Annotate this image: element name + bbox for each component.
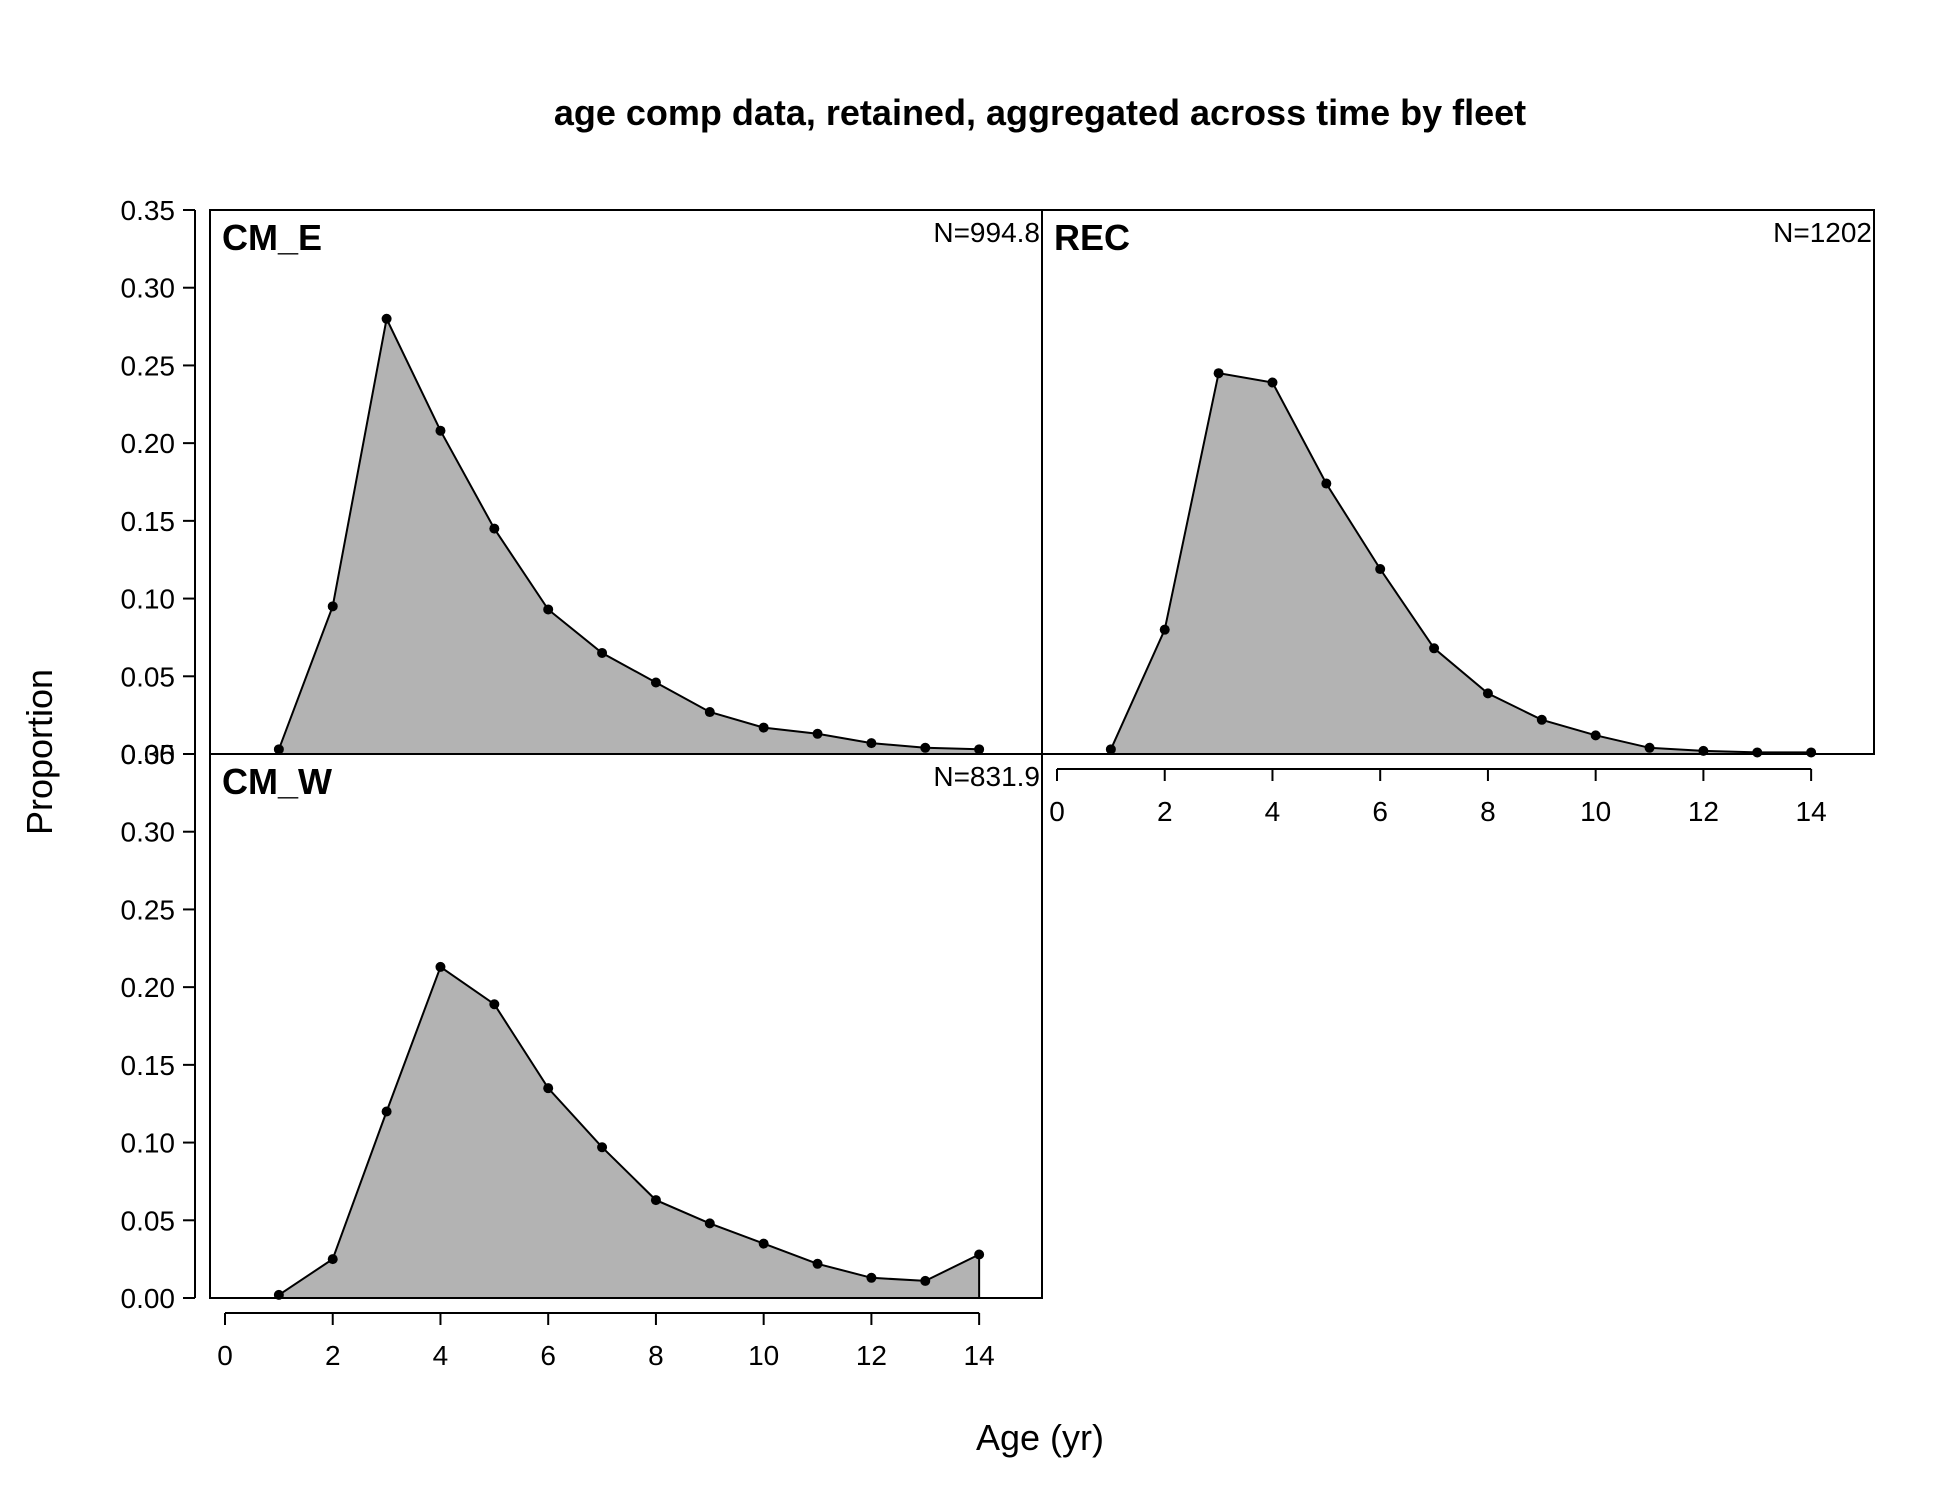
y-tick-label: 0.15 (121, 1050, 176, 1081)
data-point (1536, 714, 1547, 725)
panel-label: REC (1054, 217, 1130, 258)
panel-cm-e: CM_E N=994.8 0.00 0.05 0.10 0.15 0.20 0.25 0.30 0… (121, 195, 1043, 770)
y-tick-label: 0.30 (121, 273, 176, 304)
data-point (597, 1142, 608, 1153)
data-point (866, 1272, 877, 1283)
n-label: N=1202 (1773, 217, 1872, 248)
data-point (1375, 564, 1386, 575)
x-tick-label: 10 (1580, 796, 1611, 827)
x-tick-label: 2 (325, 1340, 341, 1371)
data-point (974, 744, 985, 755)
y-tick-label: 0.05 (121, 661, 176, 692)
panel-label: CM_W (222, 761, 332, 802)
series-line (278, 965, 980, 1296)
panels-layer: CM_E N=994.8 0.00 0.05 0.10 0.15 0.20 0.25 0.30 0… (121, 195, 1875, 1371)
data-point (1590, 730, 1601, 741)
y-tick-label: 0.35 (121, 195, 176, 226)
data-point (812, 1258, 823, 1269)
data-point (489, 999, 500, 1010)
chart-title: age comp data, retained, aggregated acro… (554, 92, 1526, 133)
y-tick-label: 0.25 (121, 894, 176, 925)
n-label: N=831.9 (933, 761, 1040, 792)
n-label: N=994.8 (933, 217, 1040, 248)
x-tick-label: 10 (748, 1340, 779, 1371)
panel-rec: REC N=1202 0 2 4 6 8 10 12 14 (1041, 209, 1875, 827)
data-point (435, 425, 446, 436)
y-tick-label: 0.10 (121, 1128, 176, 1159)
area-fill (278, 318, 980, 754)
data-point (1267, 377, 1278, 388)
y-tick-label: 0.20 (121, 972, 176, 1003)
panel-frame (1041, 209, 1875, 755)
data-point (1429, 643, 1440, 654)
data-point (327, 601, 338, 612)
data-point (381, 1106, 392, 1117)
data-point (597, 647, 608, 658)
x-tick-label: 4 (1265, 796, 1281, 827)
data-point (920, 742, 931, 753)
data-point (866, 738, 877, 749)
data-point (543, 1083, 554, 1094)
y-tick-label: 0.30 (121, 817, 176, 848)
data-point (1644, 742, 1655, 753)
panel-cm-w: CM_W N=831.9 0.00 0.05 0.10 0.15 0.20 0.25 0.30 0… (121, 739, 1043, 1371)
x-tick-label: 12 (856, 1340, 887, 1371)
x-axis-title: Age (yr) (976, 1417, 1104, 1458)
data-point (704, 707, 715, 718)
y-axis-title: Proportion (19, 669, 60, 835)
data-point (1752, 747, 1763, 758)
x-tick-label: 6 (540, 1340, 556, 1371)
data-point (489, 523, 500, 534)
data-point (1482, 688, 1493, 699)
y-tick-label: 0.00 (121, 739, 176, 770)
x-tick-label: 6 (1372, 796, 1388, 827)
data-point (1159, 624, 1170, 635)
data-point (758, 722, 769, 733)
x-tick-label: 2 (1157, 796, 1173, 827)
data-point (974, 1249, 985, 1260)
data-point (543, 604, 554, 615)
data-point (273, 744, 284, 755)
x-tick-label: 12 (1688, 796, 1719, 827)
data-point (1213, 368, 1224, 379)
y-tick-label: 0.10 (121, 584, 176, 615)
x-tick-label: 8 (648, 1340, 664, 1371)
data-point (704, 1218, 715, 1229)
data-point (650, 1195, 661, 1206)
data-point (758, 1238, 769, 1249)
x-tick-label: 0 (217, 1340, 233, 1371)
series-line (277, 315, 980, 751)
panel-frame (209, 753, 1043, 1299)
area-fill (278, 966, 980, 1298)
panel-label: CM_E (222, 217, 322, 258)
x-tick-label: 14 (964, 1340, 995, 1371)
data-point (1105, 744, 1116, 755)
x-tick-label: 0 (1049, 796, 1065, 827)
y-tick-label: 0.20 (121, 428, 176, 459)
x-tick-label: 4 (433, 1340, 449, 1371)
data-point (1806, 747, 1817, 758)
data-point (327, 1254, 338, 1265)
area-fill (1110, 373, 1812, 754)
data-point (1321, 478, 1332, 489)
data-point (650, 677, 661, 688)
y-tick-label: 0.35 (121, 739, 176, 770)
x-tick-label: 14 (1796, 796, 1827, 827)
data-point (381, 313, 392, 324)
y-tick-label: 0.05 (121, 1205, 176, 1236)
data-point (812, 728, 823, 739)
series-line (1109, 372, 1812, 754)
data-point (435, 961, 446, 972)
y-tick-label: 0.00 (121, 1283, 176, 1314)
x-tick-label: 8 (1480, 796, 1496, 827)
data-point (920, 1275, 931, 1286)
y-tick-label: 0.25 (121, 350, 176, 381)
y-tick-label: 0.15 (121, 506, 176, 537)
